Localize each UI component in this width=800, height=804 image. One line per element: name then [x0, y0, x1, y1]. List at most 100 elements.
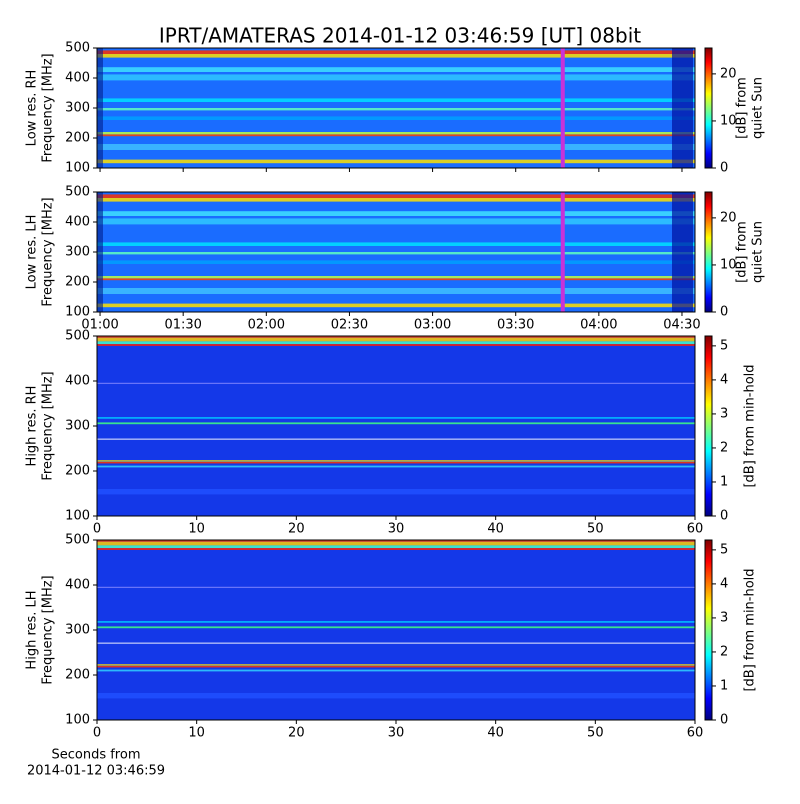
y-tick-label: 300: [65, 419, 90, 434]
x-tick-label: 01:00: [81, 318, 118, 333]
x-tick-label: 40: [487, 522, 504, 537]
x-axis-label: 2014-01-12 03:46:59: [27, 764, 165, 779]
colorbar-tick-label: 1: [720, 474, 728, 489]
spectrogram-band: [97, 489, 695, 495]
y-tick-label: 300: [65, 101, 90, 116]
spectrogram-band: [97, 278, 695, 281]
colorbar-tick-label: 5: [720, 338, 728, 353]
y-tick-label: 100: [65, 305, 90, 320]
colorbar: [704, 47, 713, 169]
y-tick-label: 400: [65, 374, 90, 389]
x-tick-label: 50: [587, 726, 604, 741]
spectrogram-band: [97, 260, 695, 264]
colorbar-tick-label: 3: [720, 610, 728, 625]
time-marker: [560, 48, 565, 168]
spectrogram-band: [97, 382, 695, 384]
x-tick-label: 10: [188, 522, 205, 537]
colorbar: [704, 539, 713, 721]
spectrogram-band: [97, 337, 695, 342]
y-axis-label: High res. LH: [25, 590, 40, 669]
y-tick-label: 400: [65, 578, 90, 593]
spectrogram-band: [97, 626, 695, 629]
y-tick-label: 200: [65, 275, 90, 290]
spectrogram-band: [97, 242, 695, 246]
y-tick-label: 200: [65, 668, 90, 683]
y-tick-label: 500: [65, 533, 90, 548]
y-axis-label: High res. RH: [25, 386, 40, 467]
spectrogram-band: [97, 67, 695, 72]
spectrogram-band: [97, 54, 695, 58]
spectrogram-band: [97, 541, 695, 546]
spectrogram-band: [97, 344, 695, 346]
y-tick-label: 200: [65, 131, 90, 146]
colorbar-label: [dB] from min-hold: [743, 364, 758, 487]
spectrogram-band: [97, 211, 695, 216]
spectrogram: [97, 540, 695, 720]
spectrogram-band: [97, 276, 695, 279]
spectrogram-band: [97, 462, 695, 464]
spectrogram-band: [97, 132, 695, 135]
y-axis-label: Frequency [MHz]: [41, 371, 56, 480]
spectrogram-band: [97, 198, 695, 202]
colorbar-tick-label: 10: [720, 113, 737, 128]
x-tick-label: 30: [388, 726, 405, 741]
spectrogram: [97, 336, 695, 516]
colorbar-tick-label: 20: [720, 210, 737, 225]
spectrogram-band: [97, 303, 695, 308]
x-tick-label: 50: [587, 522, 604, 537]
x-tick-label: 04:30: [663, 318, 700, 333]
x-axis-label: Seconds from: [51, 748, 140, 763]
colorbar-tick-label: 2: [720, 644, 728, 659]
spectrogram-band: [97, 621, 695, 623]
spectrogram-band: [97, 98, 695, 102]
y-tick-label: 100: [65, 161, 90, 176]
x-tick-label: 30: [388, 522, 405, 537]
colorbar-label: [dB] from min-hold: [743, 568, 758, 691]
colorbar-label: [dB] from: [735, 221, 750, 283]
time-marker: [560, 192, 565, 312]
spectrogram-edge: [97, 48, 103, 168]
colorbar-tick-label: 4: [720, 576, 728, 591]
y-axis-label: Frequency [MHz]: [41, 53, 56, 162]
y-axis-label: Low res. RH: [25, 70, 40, 147]
colorbar-tick-label: 3: [720, 406, 728, 421]
spectrogram-band: [97, 545, 695, 549]
spectrogram-band: [97, 116, 695, 120]
spectrogram-band: [97, 666, 695, 668]
x-tick-label: 0: [93, 522, 101, 537]
spectrogram-band: [97, 664, 695, 666]
spectrogram-band: [97, 74, 695, 81]
y-tick-label: 500: [65, 185, 90, 200]
x-tick-label: 20: [288, 726, 305, 741]
spectrogram-band: [97, 465, 695, 468]
colorbar: [704, 335, 713, 517]
spectrogram-band: [97, 693, 695, 699]
colorbar-tick-label: 4: [720, 372, 728, 387]
spectrogram-band: [97, 108, 695, 111]
x-tick-label: 10: [188, 726, 205, 741]
spectrogram-band: [97, 540, 695, 542]
spectrogram-band: [97, 642, 695, 644]
y-axis-label: Low res. LH: [25, 215, 40, 290]
x-tick-label: 03:00: [414, 318, 451, 333]
spectrogram-band: [97, 548, 695, 550]
title: IPRT/AMATERAS 2014-01-12 03:46:59 [UT] 0…: [159, 24, 641, 48]
spectrogram-band: [97, 336, 695, 338]
colorbar-tick-label: 2: [720, 440, 728, 455]
spectrogram-band: [97, 288, 695, 294]
x-tick-label: 20: [288, 522, 305, 537]
colorbar-tick-label: 0: [720, 305, 728, 320]
colorbar-tick-label: 1: [720, 678, 728, 693]
colorbar-tick-label: 10: [720, 257, 737, 272]
spectrogram-band: [97, 586, 695, 588]
x-tick-label: 0: [93, 726, 101, 741]
colorbar-label: quiet Sun: [751, 221, 766, 283]
colorbar-tick-label: 20: [720, 66, 737, 81]
y-axis-label: Frequency [MHz]: [41, 197, 56, 306]
y-tick-label: 500: [65, 329, 90, 344]
spectrogram-band: [97, 144, 695, 150]
x-tick-label: 02:30: [331, 318, 368, 333]
